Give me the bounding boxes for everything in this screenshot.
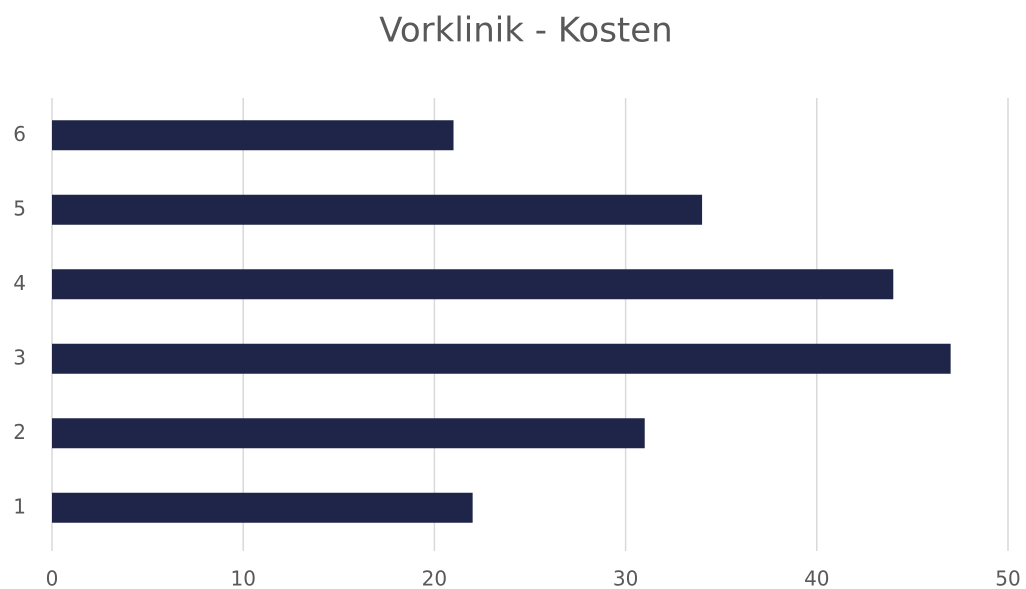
x-tick-label: 0 — [46, 567, 59, 589]
y-tick-label: 6 — [13, 122, 26, 146]
x-tick-label: 30 — [613, 567, 638, 589]
y-tick-label: 4 — [13, 271, 26, 295]
y-tick-label: 3 — [13, 345, 26, 369]
y-tick-label: 1 — [13, 494, 26, 518]
bar — [52, 418, 645, 449]
bar — [52, 492, 473, 523]
chart-title: Vorklinik - Kosten — [379, 11, 672, 51]
x-tick-label: 50 — [995, 567, 1020, 589]
x-tick-label: 10 — [230, 567, 255, 589]
bar — [52, 194, 703, 225]
bar — [52, 120, 454, 151]
y-tick-label: 2 — [13, 420, 26, 444]
bar — [52, 269, 894, 300]
bar — [52, 343, 951, 374]
y-tick-label: 5 — [13, 196, 26, 220]
x-tick-label: 40 — [804, 567, 829, 589]
x-tick-label: 20 — [422, 567, 447, 589]
